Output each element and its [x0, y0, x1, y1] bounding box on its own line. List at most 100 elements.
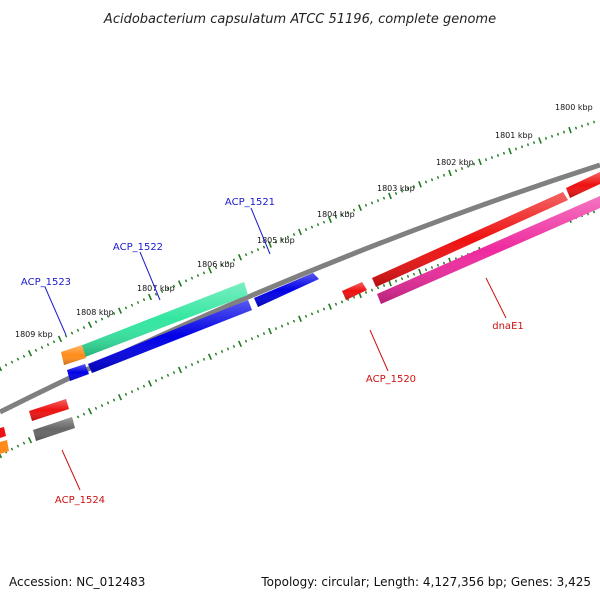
- minor-tick: [580, 124, 584, 128]
- minor-tick: [406, 187, 410, 191]
- minor-tick: [46, 343, 50, 347]
- minor-tick: [322, 220, 326, 224]
- major-tick: [478, 158, 482, 166]
- minor-tick: [196, 274, 200, 277]
- minor-tick: [244, 253, 248, 257]
- minor-tick: [460, 167, 464, 171]
- major-tick: [207, 266, 213, 274]
- gene-acp-1520-arrow[interactable]: [342, 282, 367, 300]
- minor-tick: [172, 284, 176, 288]
- gene-grey-block[interactable]: [33, 417, 75, 441]
- scale-label: 1807 kbp: [137, 284, 175, 293]
- major-tick: [268, 327, 272, 335]
- minor-tick: [112, 398, 116, 402]
- minor-tick: [226, 347, 230, 351]
- minor-tick: [262, 332, 266, 336]
- minor-tick: [382, 196, 386, 200]
- minor-tick: [94, 406, 98, 410]
- minor-tick: [136, 387, 140, 391]
- major-tick: [27, 350, 33, 357]
- gene-orange-block[interactable]: [61, 345, 86, 365]
- major-tick: [207, 353, 213, 361]
- major-tick: [0, 453, 3, 459]
- minor-tick: [442, 261, 446, 265]
- scale-label: 1802 kbp: [436, 158, 474, 167]
- minor-tick: [142, 298, 146, 302]
- map-title: Acidobacterium capsulatum ATCC 51196, co…: [103, 12, 496, 27]
- major-tick: [388, 192, 392, 200]
- minor-tick: [310, 312, 314, 316]
- minor-tick: [412, 272, 416, 276]
- minor-tick: [214, 266, 218, 270]
- major-tick: [87, 321, 93, 328]
- minor-tick: [406, 274, 410, 278]
- minor-tick: [484, 158, 488, 162]
- minor-tick: [154, 379, 158, 383]
- major-tick: [117, 307, 123, 314]
- minor-tick: [256, 248, 260, 252]
- gene-label-acp-1520[interactable]: ACP_1520: [366, 374, 416, 385]
- major-tick: [328, 216, 332, 224]
- major-tick: [237, 253, 243, 261]
- minor-tick: [154, 292, 158, 296]
- scale-label: 1803 kbp: [377, 184, 415, 193]
- minor-tick: [352, 208, 356, 212]
- minor-tick: [136, 301, 140, 304]
- gene-label-acp-1523[interactable]: ACP_1523: [21, 277, 71, 288]
- gene-label-dnae1[interactable]: dnaE1: [492, 321, 524, 332]
- minor-tick: [574, 126, 578, 130]
- minor-tick: [22, 441, 26, 445]
- minor-tick: [472, 162, 476, 166]
- gene-orange-edge-left[interactable]: [0, 440, 9, 454]
- major-tick: [147, 293, 153, 301]
- minor-tick: [196, 360, 200, 364]
- minor-tick: [466, 164, 470, 168]
- scale-label: 1801 kbp: [495, 131, 533, 140]
- minor-tick: [52, 340, 56, 344]
- gene-acp-1523-arrow[interactable]: [88, 300, 252, 373]
- minor-tick: [364, 291, 368, 294]
- gene-label-acp-1522[interactable]: ACP_1522: [113, 242, 163, 253]
- gene-small-blue-block[interactable]: [67, 364, 89, 381]
- minor-tick: [34, 348, 38, 352]
- gene-label-acp-1524[interactable]: ACP_1524: [55, 495, 105, 506]
- gene-acp-1521-arrow[interactable]: [254, 273, 319, 307]
- minor-tick: [376, 286, 380, 290]
- gene-red-edge-left[interactable]: [0, 427, 6, 438]
- scale-label: 1805 kbp: [257, 236, 295, 245]
- minor-tick: [184, 279, 188, 283]
- minor-tick: [340, 300, 344, 304]
- minor-tick: [22, 354, 26, 358]
- minor-tick: [544, 136, 548, 140]
- gene-acp-1524-arrow[interactable]: [29, 399, 69, 421]
- major-tick: [358, 204, 362, 211]
- gene-red-arrow-right-edge[interactable]: [566, 172, 600, 198]
- minor-tick: [430, 178, 434, 182]
- minor-tick: [334, 302, 338, 306]
- minor-tick: [106, 401, 110, 405]
- minor-tick: [280, 238, 284, 241]
- minor-tick: [190, 363, 194, 367]
- minor-tick: [436, 263, 440, 267]
- minor-tick: [130, 303, 134, 307]
- minor-tick: [526, 143, 530, 147]
- minor-tick: [166, 373, 170, 377]
- major-tick: [237, 340, 243, 348]
- minor-tick: [100, 404, 104, 408]
- gene-upper-red-arrow[interactable]: [372, 192, 568, 287]
- minor-tick: [586, 122, 590, 126]
- major-tick: [538, 137, 542, 144]
- minor-tick: [274, 240, 278, 244]
- minor-tick: [394, 192, 398, 196]
- minor-tick: [364, 203, 368, 207]
- minor-tick: [232, 258, 236, 262]
- gene-dnae1-arrow[interactable]: [377, 196, 600, 304]
- gene-label-acp-1521[interactable]: ACP_1521: [225, 197, 275, 208]
- minor-tick: [322, 307, 326, 311]
- minor-tick: [160, 290, 164, 294]
- minor-tick: [424, 268, 428, 272]
- minor-tick: [592, 120, 596, 124]
- minor-tick: [16, 357, 20, 361]
- major-tick: [328, 303, 332, 310]
- gene-acp-1522-arrow[interactable]: [80, 282, 248, 357]
